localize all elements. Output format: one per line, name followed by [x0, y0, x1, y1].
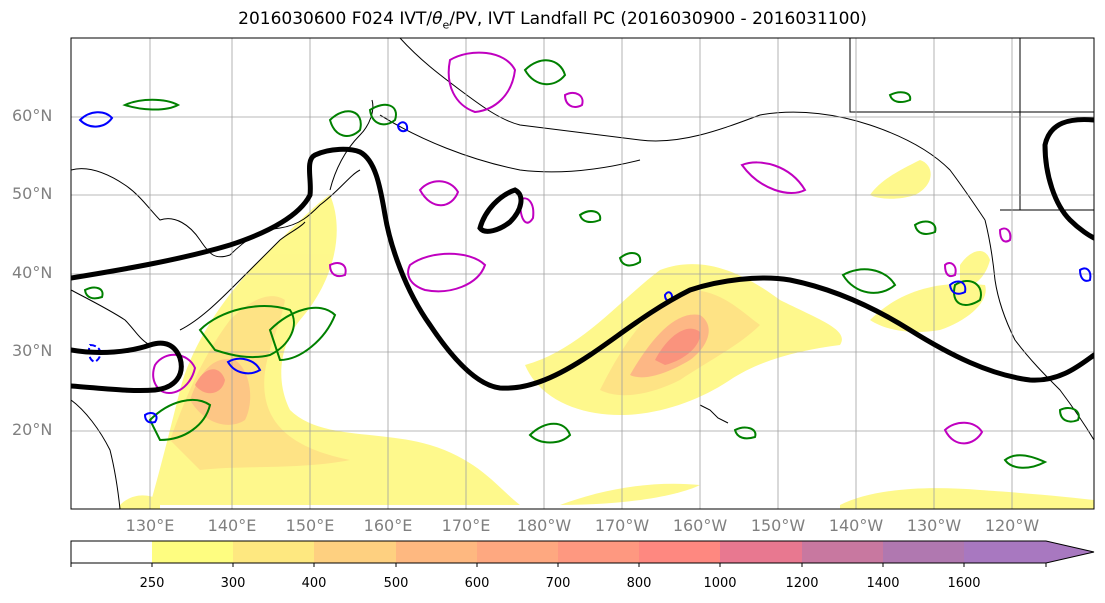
colorbar-segment [233, 541, 314, 563]
colorbar-tick-label: 500 [383, 576, 409, 591]
lat-label: 50°N [12, 184, 53, 203]
colorbar-arrow [964, 541, 1094, 563]
ivt-shading [120, 160, 1094, 509]
colorbar-segment [720, 541, 802, 563]
lat-label: 40°N [12, 263, 53, 282]
colorbar-segment [152, 541, 233, 563]
lat-label: 20°N [12, 420, 53, 439]
coastlines [71, 38, 1094, 509]
colorbar [70, 540, 1095, 567]
colorbar-tick-label: 1200 [785, 576, 819, 591]
colorbar-tick-label: 800 [626, 576, 652, 591]
colorbar-segment [802, 541, 883, 563]
map-title: 2016030600 F024 IVT/θe/PV, IVT Landfall … [0, 9, 1105, 31]
lon-label: 170°W [594, 516, 650, 535]
graticule [71, 38, 1094, 509]
colorbar-tick-label: 600 [464, 576, 490, 591]
pv-positive-contours [83, 59, 1080, 469]
lon-label: 150°E [285, 516, 335, 535]
lat-label: 30°N [12, 341, 53, 360]
colorbar-segment [558, 541, 639, 563]
lon-label: 130°W [906, 516, 962, 535]
colorbar-segment [314, 541, 396, 563]
colorbar-tick-label: 1000 [703, 576, 737, 591]
lon-label: 160°W [672, 516, 728, 535]
colorbar-segment [396, 541, 477, 563]
title-theta: θ [432, 9, 443, 29]
title-theta-sub: e [442, 18, 450, 32]
colorbar-tick-label: 1400 [866, 576, 900, 591]
colorbar-segment [883, 541, 964, 563]
colorbar-tick-label: 250 [139, 576, 165, 591]
colorbar-tick-label: 400 [301, 576, 327, 591]
title-prefix: 2016030600 F024 IVT/ [238, 9, 433, 29]
title-suffix: /PV, IVT Landfall PC (2016030900 - 20160… [449, 9, 867, 29]
lon-label: 170°E [441, 516, 491, 535]
colorbar-segment [639, 541, 720, 563]
lon-label: 130°E [125, 516, 175, 535]
colorbar-segment [477, 541, 558, 563]
colorbar-tick-label: 700 [545, 576, 571, 591]
pc-contours [71, 117, 1094, 394]
map-frame [70, 37, 1095, 510]
lon-label: 150°W [750, 516, 806, 535]
theta-e-contours [152, 51, 1012, 445]
lat-label: 60°N [12, 106, 53, 125]
colorbar-segment [71, 541, 152, 563]
colorbar-tick-label: 300 [220, 576, 246, 591]
lon-label: 140°W [828, 516, 884, 535]
lon-label: 140°E [207, 516, 257, 535]
colorbar-tick-label: 1600 [947, 576, 981, 591]
lon-label: 160°E [363, 516, 413, 535]
lon-label: 120°W [984, 516, 1040, 535]
lon-label: 180°W [516, 516, 572, 535]
